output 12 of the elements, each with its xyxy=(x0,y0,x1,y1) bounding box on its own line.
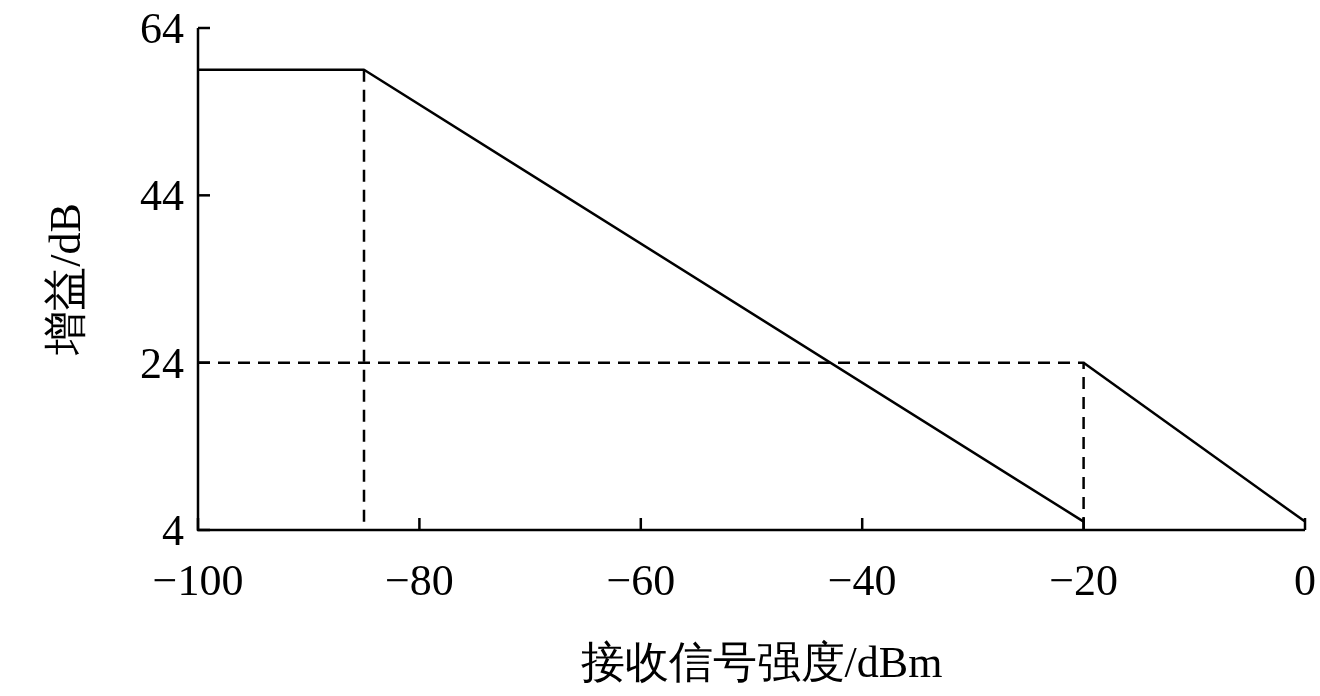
x-tick-label: −40 xyxy=(827,556,897,605)
x-tick-label: −20 xyxy=(1049,556,1119,605)
y-tick-label: 44 xyxy=(140,171,184,221)
x-tick-label: −100 xyxy=(152,556,244,605)
x-tick-label: −60 xyxy=(606,556,676,605)
x-tick-label: −80 xyxy=(384,556,454,605)
y-tick-label: 24 xyxy=(140,338,184,388)
y-tick-label: 4 xyxy=(162,506,184,555)
x-tick-label: 0 xyxy=(1294,556,1316,605)
y-tick-label: 64 xyxy=(140,4,184,53)
x-axis-title: 接收信号强度/dBm xyxy=(580,638,943,687)
y-axis-title: 增益/dB xyxy=(41,203,90,356)
